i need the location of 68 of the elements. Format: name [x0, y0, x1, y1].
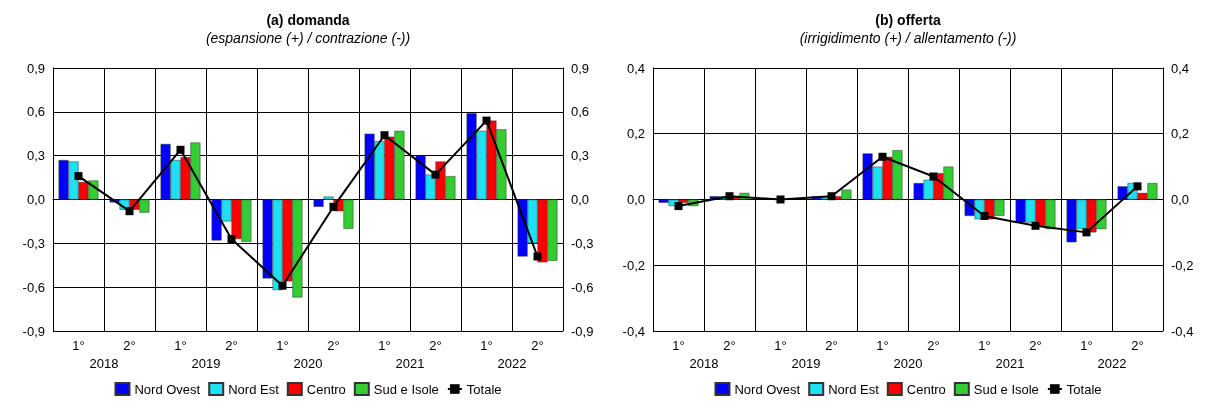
text: 2020: [893, 356, 923, 371]
y2-tick-label: -0,6: [571, 279, 594, 295]
x-tick-label: 1°: [174, 338, 187, 353]
y-tick-label: 0,0: [626, 192, 645, 207]
y-tick-label: 0,9: [26, 60, 45, 76]
legend-label: Nord Est: [828, 381, 880, 397]
legend-label: Nord Ovest: [134, 381, 201, 397]
y-tick-label: -0,2: [622, 257, 645, 273]
y-tick-label: 0,0: [26, 192, 45, 207]
y-tick-label: -0,6: [22, 279, 45, 295]
text: 2018: [689, 356, 719, 371]
x-tick-label: 1°: [774, 338, 787, 353]
chart-subtitle: (espansione (+) / contrazione (-)): [205, 30, 411, 46]
text: 2022: [1097, 356, 1127, 371]
text: 2021: [395, 356, 425, 371]
x-tick-label: 2°: [927, 338, 940, 353]
y-tick-label: -0,9: [22, 323, 45, 339]
x-tick-label: 1°: [978, 338, 991, 353]
x-tick-label: 1°: [480, 338, 493, 353]
y-tick-label: 0,4: [626, 60, 645, 76]
y2-tick-label: 0,0: [571, 192, 590, 207]
y2-tick-label: 0,0: [1171, 192, 1190, 207]
x-tick-label: 1°: [1080, 338, 1093, 353]
legend-label: Centro: [906, 381, 946, 397]
chart-subtitle: (irrigidimento (+) / allentamento (-)): [799, 30, 1017, 46]
text: 2019: [791, 356, 821, 371]
y-tick-label: 0,3: [26, 148, 45, 164]
legend-label: Nord Est: [228, 381, 280, 397]
x-tick-label: 2°: [225, 338, 238, 353]
y2-tick-label: 0,3: [571, 148, 590, 164]
legend-label: Totale: [1066, 381, 1102, 397]
y-tick-label: 0,6: [26, 104, 45, 120]
legend-label: Nord Ovest: [734, 381, 801, 397]
y2-tick-label: -0,4: [1171, 323, 1194, 339]
legend-label: Totale: [466, 381, 502, 397]
y2-tick-label: 0,2: [1171, 126, 1190, 142]
text: 2018: [89, 356, 119, 371]
y2-tick-label: -0,3: [571, 235, 594, 251]
text: 2020: [293, 356, 323, 371]
x-tick-label: 1°: [72, 338, 85, 353]
text: 2019: [191, 356, 221, 371]
y2-tick-label: -0,9: [571, 323, 594, 339]
chart-title: (b) offerta: [875, 12, 941, 28]
legend-label: Sud e Isole: [373, 381, 439, 397]
y2-tick-label: -0,2: [1171, 257, 1194, 273]
x-tick-label: 2°: [327, 338, 340, 353]
legend-label: Sud e Isole: [973, 381, 1039, 397]
x-tick-label: 2°: [723, 338, 736, 353]
x-tick-label: 2°: [531, 338, 544, 353]
x-tick-label: 2°: [825, 338, 838, 353]
y2-tick-label: 0,4: [1171, 60, 1190, 76]
x-tick-label: 1°: [876, 338, 889, 353]
y-tick-label: -0,4: [622, 323, 645, 339]
x-tick-label: 2°: [1131, 338, 1144, 353]
x-tick-label: 2°: [1029, 338, 1042, 353]
chart-title: (a) domanda: [266, 12, 350, 28]
x-tick-label: 1°: [672, 338, 685, 353]
x-tick-label: 2°: [123, 338, 136, 353]
x-tick-label: 1°: [378, 338, 391, 353]
x-tick-label: 2°: [429, 338, 442, 353]
y2-tick-label: 0,6: [571, 104, 590, 120]
y2-tick-label: 0,9: [571, 60, 590, 76]
y-tick-label: -0,3: [22, 235, 45, 251]
x-tick-label: 1°: [276, 338, 289, 353]
legend-label: Centro: [306, 381, 346, 397]
text: 2022: [497, 356, 527, 371]
y-tick-label: 0,2: [626, 126, 645, 142]
text: 2021: [995, 356, 1025, 371]
